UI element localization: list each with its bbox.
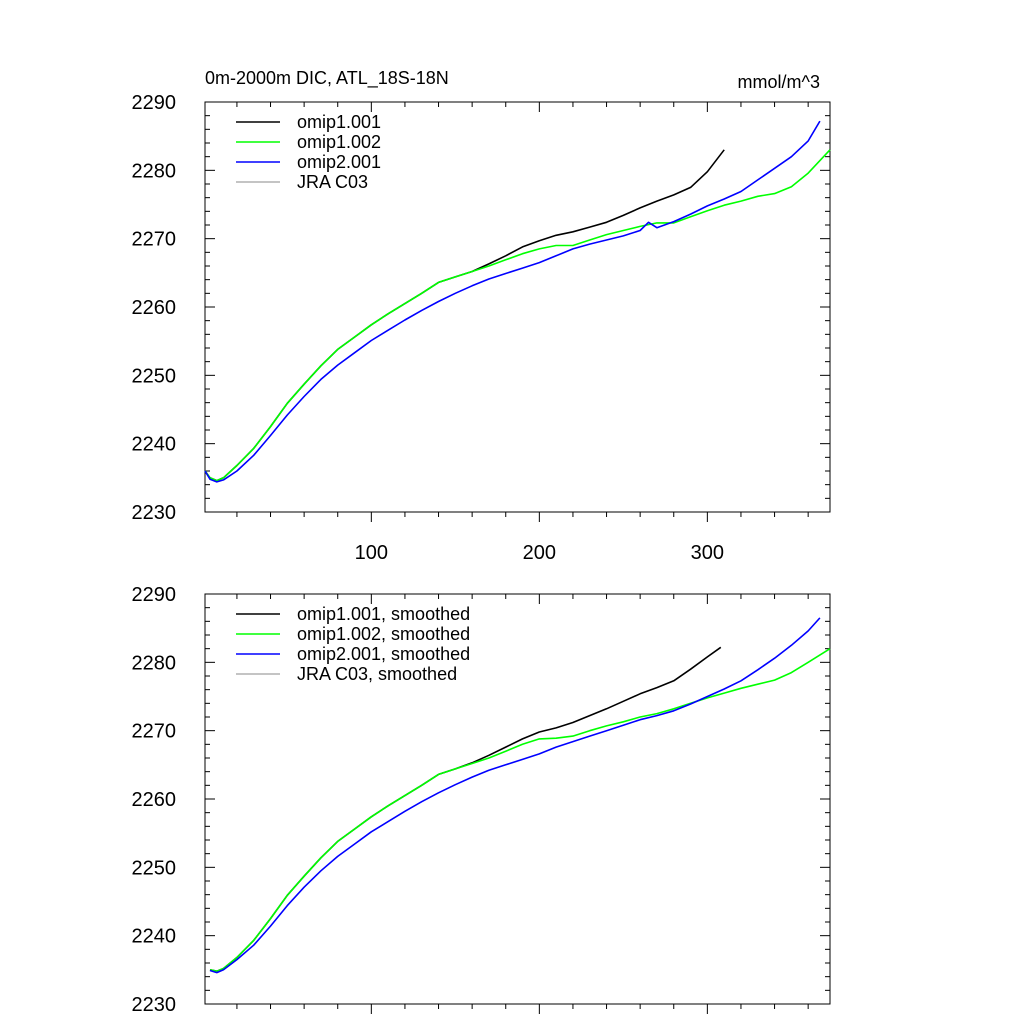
legend-label: omip1.001 <box>297 112 381 132</box>
panel-bottom: 2230 2240 2250 2260 2270 2280 2290 omip1.001, s… <box>132 584 831 1016</box>
panel-top: 2230 2240 2250 2260 2270 2280 2290 100 200 300 omi… <box>132 92 831 564</box>
legend-label: JRA C03, smoothed <box>297 664 457 684</box>
x-tick-label: 300 <box>691 542 724 564</box>
y-tick-label: 2240 <box>132 434 177 456</box>
series-line-omip2-001 <box>204 120 821 483</box>
legend-label: JRA C03 <box>297 172 368 192</box>
series-line-omip1-001-smoothed <box>209 646 722 972</box>
y-tick-label: 2270 <box>132 229 177 251</box>
x-tick-label: 200 <box>523 542 556 564</box>
y-tick-label: 2230 <box>132 502 177 524</box>
series-line-omip2-001-smoothed <box>209 617 821 974</box>
chart-title: 0m-2000m DIC, ATL_18S-18N <box>205 68 449 89</box>
series-line-omip1-002-smoothed <box>209 648 831 972</box>
legend-label: omip2.001, smoothed <box>297 644 470 664</box>
y-tick-label: 2270 <box>132 721 177 743</box>
y-tick-label: 2290 <box>132 92 177 114</box>
x-tick-label: 100 <box>355 542 388 564</box>
units-label: mmol/m^3 <box>738 72 820 92</box>
y-tick-label: 2250 <box>132 365 177 387</box>
y-tick-label: 2230 <box>132 994 177 1016</box>
y-tick-label: 2280 <box>132 160 177 182</box>
y-tick-label: 2280 <box>132 652 177 674</box>
y-tick-label: 2240 <box>132 926 177 948</box>
legend-label: omip1.002, smoothed <box>297 624 470 644</box>
legend-label: omip1.002 <box>297 132 381 152</box>
series-line-omip1-001 <box>204 149 725 482</box>
y-tick-label: 2260 <box>132 297 177 319</box>
y-tick-label: 2250 <box>132 857 177 879</box>
series-line-omip1-002 <box>204 149 831 482</box>
legend-label: omip1.001, smoothed <box>297 604 470 624</box>
y-tick-label: 2260 <box>132 789 177 811</box>
legend-label: omip2.001 <box>297 152 381 172</box>
y-tick-label: 2290 <box>132 584 177 606</box>
